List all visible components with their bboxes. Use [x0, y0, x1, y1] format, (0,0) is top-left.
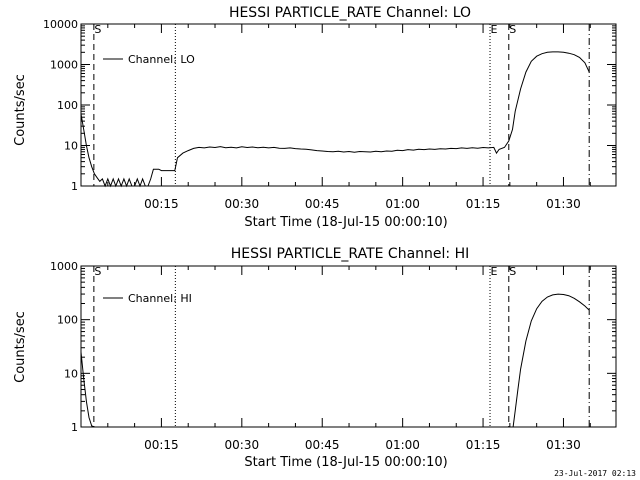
- legend: Channel: LO: [103, 53, 195, 66]
- event-marker-label: S: [509, 265, 516, 278]
- legend-label: Channel: HI: [128, 292, 192, 305]
- y-tick-label: 1000: [50, 260, 78, 273]
- data-series: [80, 51, 590, 188]
- y-axis-label: Counts/sec: [13, 311, 28, 383]
- y-tick-label: 100: [57, 99, 78, 112]
- legend-label: Channel: LO: [128, 53, 195, 66]
- y-tick-label: 10: [64, 140, 78, 153]
- x-axis-label: Start Time (18-Jul-15 00:00:10): [244, 455, 447, 470]
- y-tick-label: 100: [57, 314, 78, 327]
- series-line: [512, 293, 590, 428]
- footer-timestamp: 23-Jul-2017 02:13: [554, 469, 636, 478]
- y-tick-label: 1: [71, 180, 78, 193]
- event-marker-label: E: [491, 265, 498, 278]
- x-tick-label: 01:00: [385, 438, 420, 452]
- axis-ticks: 1 10 100 1000 10000 00:15 00:30 00:45 01:00 01:15…: [43, 18, 616, 211]
- x-tick-label: 01:00: [385, 197, 420, 211]
- x-tick-label: 01:30: [546, 197, 581, 211]
- x-tick-label: 01:15: [466, 197, 501, 211]
- data-series: [80, 293, 590, 428]
- event-marker-label: E: [491, 23, 498, 36]
- x-tick-label: 01:30: [546, 438, 581, 452]
- x-tick-label: 00:45: [305, 197, 340, 211]
- y-tick-label: 10: [64, 367, 78, 380]
- legend: Channel: HI: [103, 292, 192, 305]
- y-tick-label: 1000: [50, 59, 78, 72]
- event-marker-label: S: [509, 23, 516, 36]
- chart-panel-lo: HESSI PARTICLE_RATE Channel: LO Counts/s…: [13, 5, 617, 230]
- event-marker-label: S: [94, 265, 101, 278]
- series-line: [80, 51, 590, 188]
- y-tick-label: 1: [71, 421, 78, 434]
- x-tick-label: 01:15: [466, 438, 501, 452]
- y-axis-label: Counts/sec: [13, 74, 28, 146]
- plot-frame: [80, 265, 617, 428]
- x-tick-label: 00:15: [144, 197, 179, 211]
- x-tick-label: 00:30: [225, 438, 260, 452]
- x-axis-label: Start Time (18-Jul-15 00:00:10): [244, 215, 447, 230]
- plot-frame: [80, 23, 617, 187]
- event-marker-label: S: [94, 23, 101, 36]
- chart-panel-hi: HESSI PARTICLE_RATE Channel: HI Counts/s…: [13, 246, 617, 470]
- chart-title: HESSI PARTICLE_RATE Channel: LO: [229, 5, 471, 21]
- x-tick-label: 00:15: [144, 438, 179, 452]
- chart-title: HESSI PARTICLE_RATE Channel: HI: [231, 246, 469, 262]
- x-tick-label: 00:30: [225, 197, 260, 211]
- series-line: [80, 351, 95, 428]
- x-tick-label: 00:45: [305, 438, 340, 452]
- y-tick-label: 10000: [43, 18, 78, 31]
- axis-ticks: 1 10 100 1000 00:15 00:30 00:45 01:00 01:15 01:30: [50, 260, 616, 452]
